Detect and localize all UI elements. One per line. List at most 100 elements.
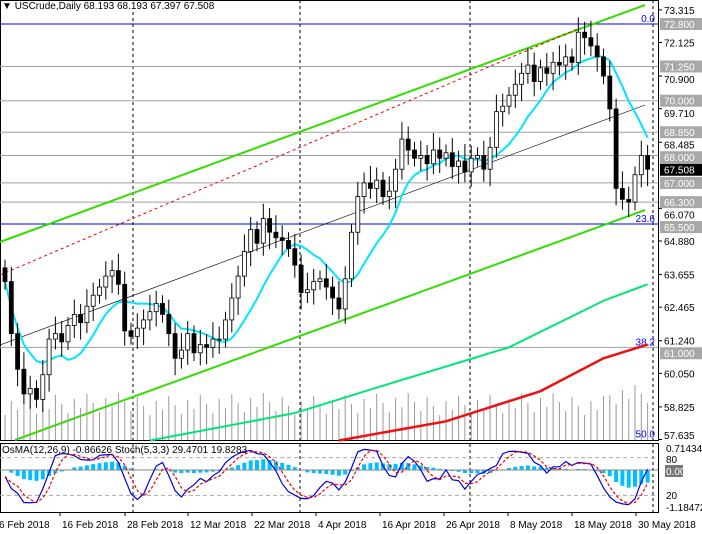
candle [361, 172, 367, 214]
price-tick-label: 62.465 [664, 303, 695, 314]
date-label: 28 Feb 2018 [127, 520, 184, 531]
candle-body [481, 155, 487, 170]
candle [128, 322, 134, 345]
candle-body [342, 278, 348, 310]
level-label-bg [660, 60, 702, 73]
candle-body [46, 338, 52, 376]
candle [443, 144, 449, 167]
candle [78, 304, 83, 340]
candle-body [632, 174, 638, 203]
candle [292, 233, 298, 278]
candle [317, 270, 323, 290]
candle-body [90, 294, 96, 307]
candle-body [355, 196, 361, 233]
candle-body [210, 338, 216, 348]
price-tick-label: 63.655 [664, 271, 695, 282]
dropdown-triangle-icon[interactable]: ▼ [2, 1, 12, 12]
price-tick-label: 61.240 [664, 337, 695, 348]
candle [2, 259, 8, 290]
candle [367, 165, 373, 199]
candle-body [273, 231, 279, 239]
candle [355, 181, 361, 245]
candle [59, 321, 65, 357]
candle-body [166, 314, 172, 335]
level-label-bg [660, 196, 702, 209]
level-label-bg [660, 94, 702, 107]
candle-body [134, 327, 140, 337]
candle-body [8, 281, 14, 335]
channel-upper [0, 4, 646, 243]
candle-body [153, 303, 159, 313]
candle [380, 171, 386, 205]
candle [103, 261, 109, 300]
candle [160, 295, 165, 323]
candle-body [241, 251, 247, 277]
candle-body [638, 155, 644, 176]
candle-body [235, 275, 241, 299]
candle [279, 225, 285, 256]
candle-body [500, 105, 506, 113]
candle [273, 215, 279, 249]
candle-body [71, 314, 77, 326]
candle [393, 158, 399, 209]
candle-body [626, 198, 632, 203]
candle [475, 147, 480, 167]
candle-body [191, 333, 197, 354]
candle [538, 59, 543, 90]
candle-body [569, 56, 575, 63]
candle-body [557, 61, 562, 66]
candle-body [487, 146, 493, 170]
candle [84, 289, 90, 334]
candle [525, 48, 531, 84]
level-label: 68.850 [664, 128, 695, 139]
price-tick-label: 58.825 [664, 403, 695, 414]
channel-middle [0, 104, 646, 346]
candle [613, 98, 619, 206]
indicator-axis-label: 0.71434 [666, 444, 702, 455]
candle-body [399, 138, 405, 170]
candle [40, 359, 46, 412]
indicator-header: OsMA(12,26,9) -0.86626 Stoch(5,3,3) 29.4… [2, 445, 247, 456]
candle [141, 309, 147, 346]
candle [21, 352, 27, 405]
candle-body [437, 149, 443, 159]
main-pane-border [0, 0, 659, 441]
level-label: 66.300 [664, 198, 695, 209]
candle [569, 48, 575, 71]
fib-label: 23.6 [636, 214, 656, 225]
candle-body [248, 229, 254, 252]
indicator-pane-border [0, 443, 659, 513]
candle-body [185, 333, 191, 351]
ma-fast-line [4, 55, 649, 365]
candle-body [594, 45, 600, 58]
indicator-axis-label: 20 [666, 491, 678, 502]
candle-body [15, 333, 21, 370]
price-tick-label: 72.125 [664, 38, 695, 49]
date-label: 26 Apr 2018 [446, 520, 500, 531]
candle [97, 278, 102, 304]
candle-body [65, 324, 71, 343]
candle-body [349, 231, 354, 280]
candle [575, 17, 581, 75]
candle [405, 126, 411, 165]
date-label: 18 May 2018 [574, 520, 632, 531]
candle [235, 265, 241, 315]
candle [260, 203, 266, 256]
candle [481, 140, 487, 182]
candle-body [380, 179, 386, 198]
price-tick-label: 60.050 [664, 369, 695, 380]
candle [311, 268, 317, 305]
fib-label: 50.0 [636, 430, 656, 441]
candle [506, 87, 512, 115]
indicator-axis-label: -1.18472 [666, 503, 702, 514]
level-label-bg [660, 347, 702, 360]
candle-body [172, 333, 178, 359]
candle-body [128, 330, 134, 337]
candle-body [109, 270, 115, 277]
current-price-bg [660, 163, 702, 176]
candle [191, 325, 197, 362]
price-tick-label: 57.635 [664, 431, 695, 442]
candle [412, 141, 417, 167]
osma-label: OsMA(12,26,9) -0.86626 [2, 445, 113, 456]
